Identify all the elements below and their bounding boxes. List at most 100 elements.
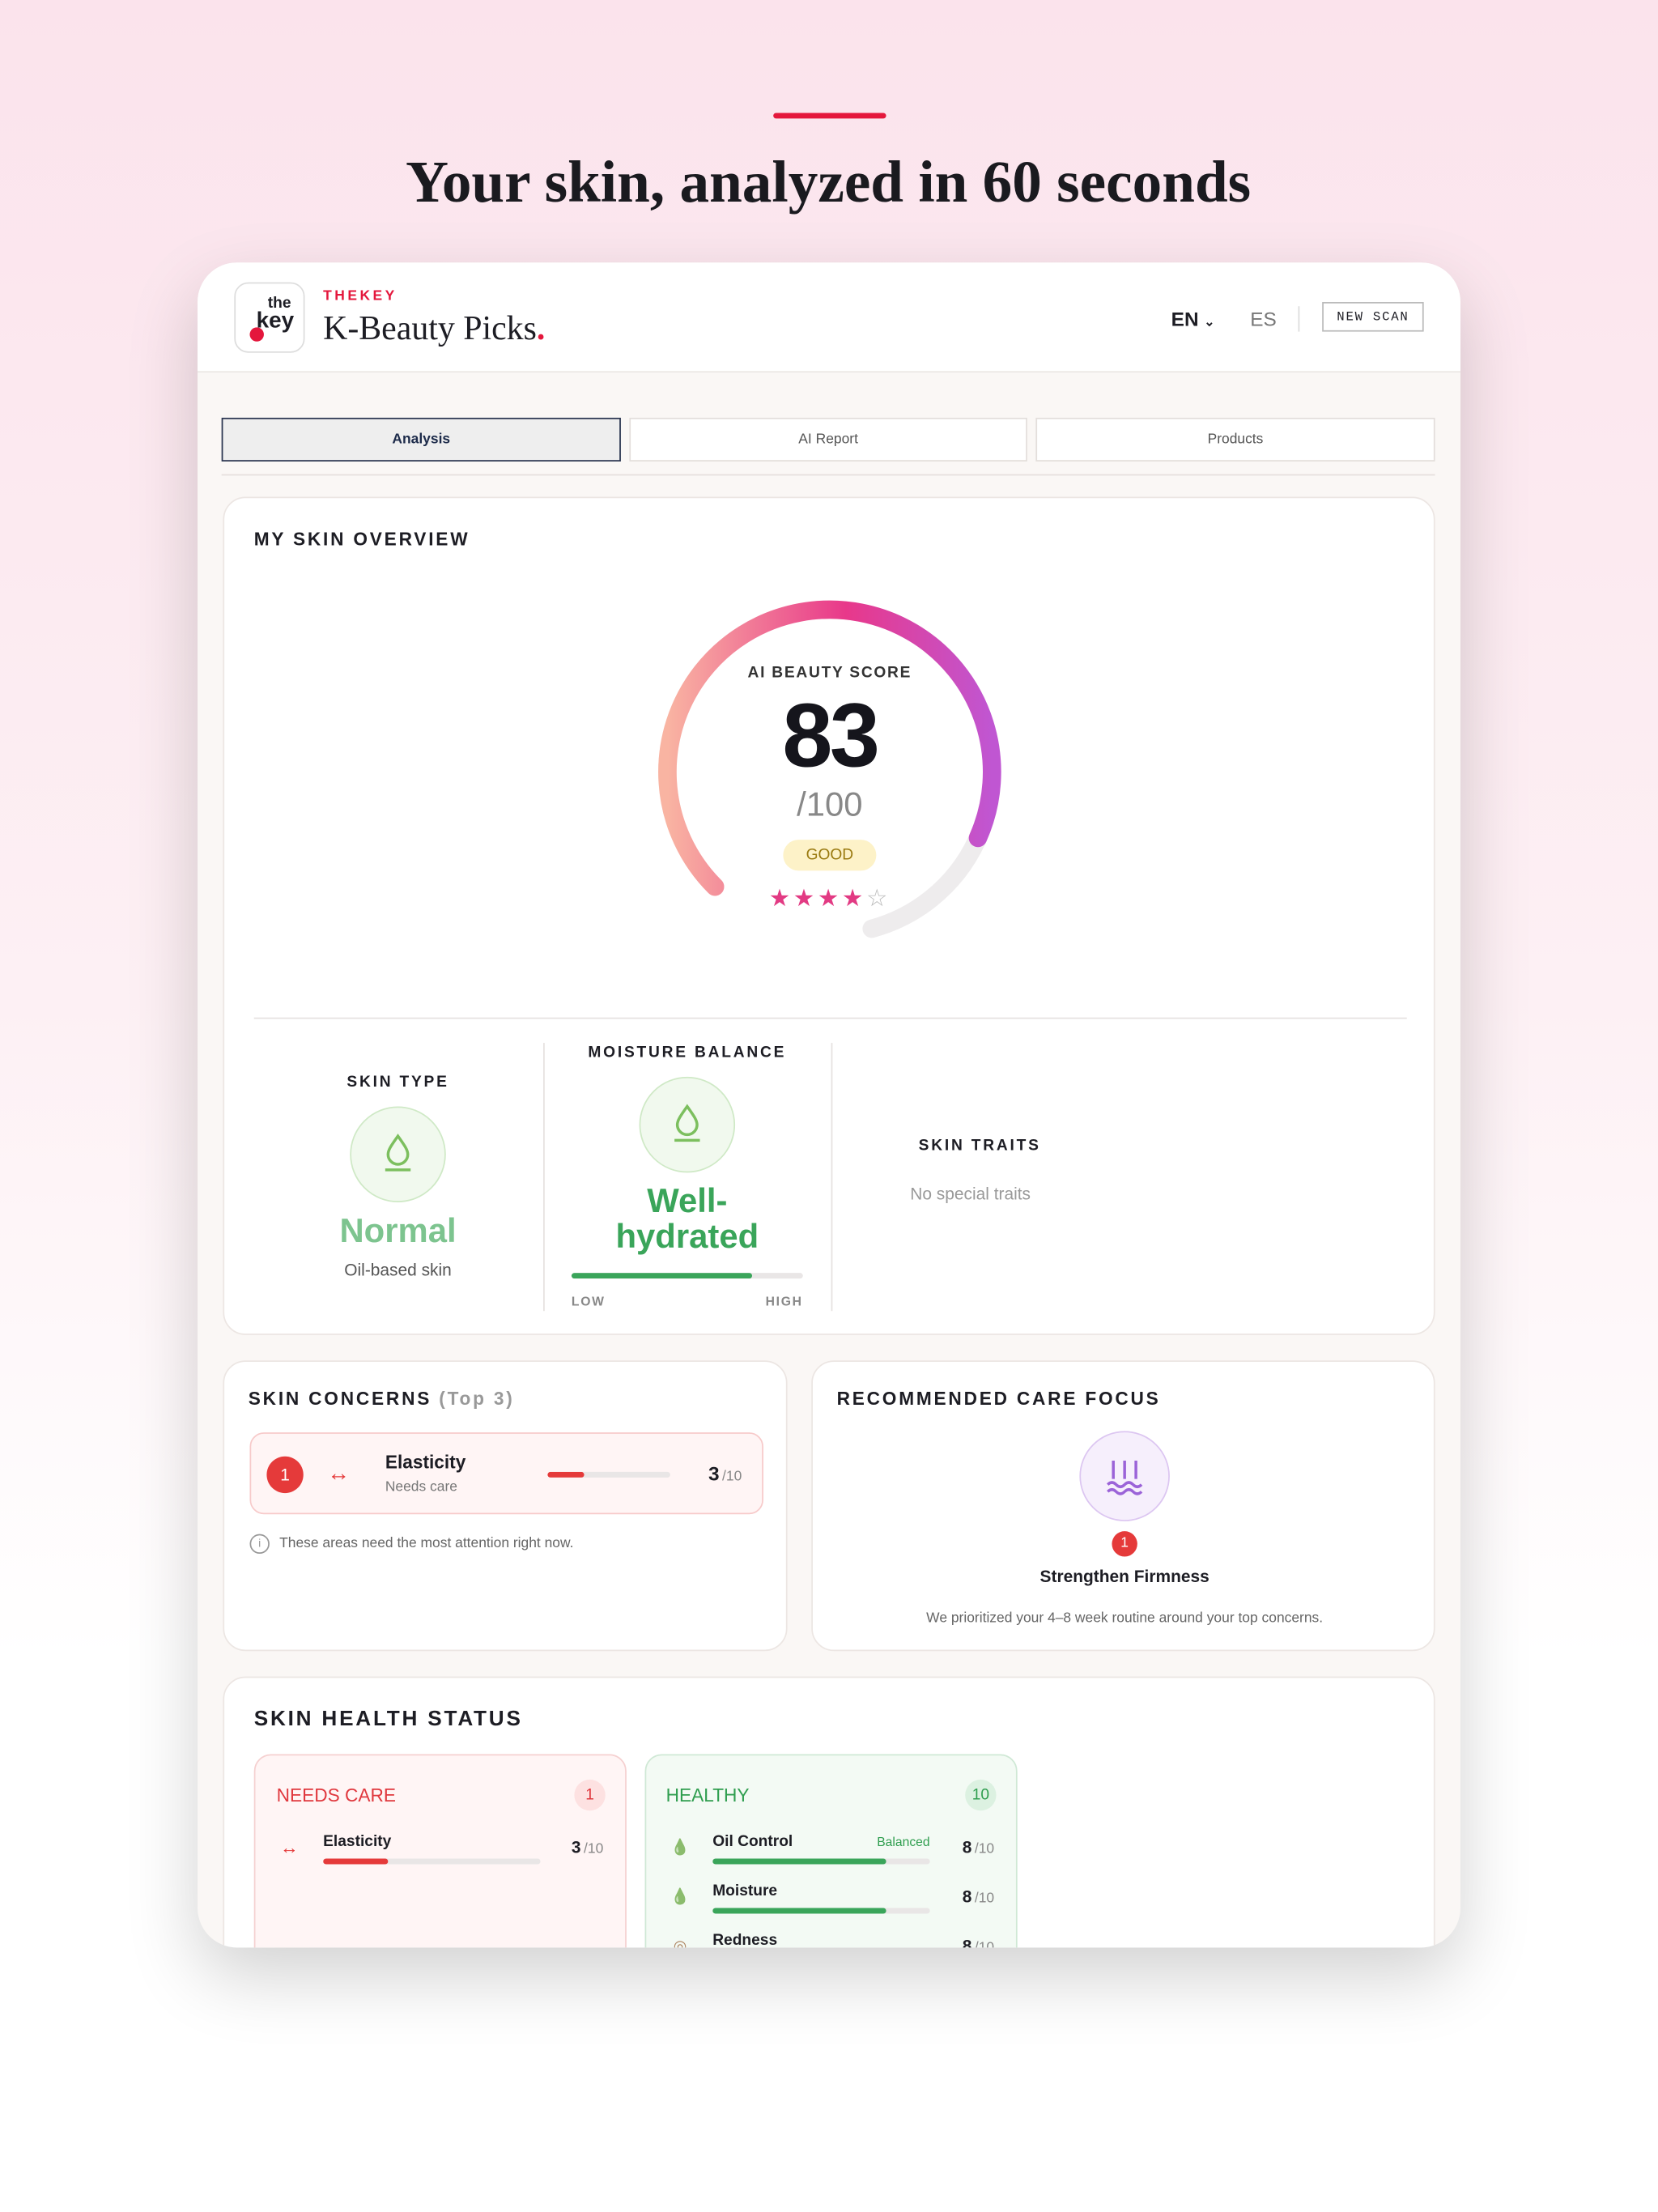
divider	[831, 1043, 833, 1312]
divider	[221, 474, 1435, 476]
score-value: 8	[962, 1837, 972, 1857]
concern-status: Needs care	[385, 1479, 457, 1495]
divider	[253, 1017, 1407, 1019]
tab[interactable]: Products	[1035, 417, 1435, 462]
score-bar	[547, 1471, 585, 1478]
healthy-group: HEALTHY 10 💧 Oil Control Balanced 8/10 💧 Mois…	[644, 1754, 1018, 1948]
item-score: 8/10	[963, 1933, 994, 1947]
concern-name: Elasticity	[385, 1451, 466, 1473]
item-icon: ◎	[673, 1938, 687, 1948]
drop-icon	[350, 1106, 446, 1203]
card-title: SKIN HEALTH STATUS	[253, 1707, 523, 1731]
item-icon: 💧	[670, 1839, 691, 1857]
group-count: 10	[965, 1779, 997, 1811]
traits: No special traits	[910, 1184, 1031, 1204]
item-score: 8/10	[963, 1884, 994, 1909]
item-icon: 💧	[670, 1888, 691, 1906]
item-name: Oil Control	[712, 1833, 793, 1851]
info-icon: i	[249, 1534, 270, 1555]
item-name: Elasticity	[323, 1833, 392, 1851]
score-track	[712, 1908, 930, 1914]
score-max: /10	[975, 1941, 994, 1948]
accent-line	[773, 113, 886, 119]
item-name: Redness	[712, 1932, 778, 1948]
item-name: Moisture	[712, 1882, 778, 1900]
star: ★	[841, 884, 866, 912]
score-max: /10	[722, 1469, 742, 1485]
score-bar	[712, 1858, 886, 1865]
drop-icon	[639, 1076, 736, 1173]
skin-type-note: Oil-based skin	[344, 1260, 452, 1280]
app-name: K-Beauty Picks.	[323, 311, 545, 349]
card-title: RECOMMENDED CARE FOCUS	[836, 1388, 1161, 1410]
concerns-card: SKIN CONCERNS (Top 3) 1 ↔ Elasticity Nee…	[223, 1360, 788, 1652]
app-name-mark: .	[536, 311, 546, 348]
app-header: the key THEKEY K-Beauty Picks. EN ⌄ ES N…	[198, 262, 1460, 373]
group-name: HEALTHY	[665, 1784, 750, 1806]
star: ★	[817, 884, 842, 912]
group-name: NEEDS CARE	[276, 1784, 396, 1806]
group-count: 1	[574, 1779, 606, 1811]
score-max: /10	[584, 1841, 604, 1857]
overview-card: MY SKIN OVERVIEW AI BEAUTY SCORE 83 /100…	[223, 496, 1435, 1335]
needs-care-group: NEEDS CARE 1 ↔ Elasticity 3/10	[253, 1754, 627, 1948]
divider	[543, 1043, 545, 1312]
device: the key THEKEY K-Beauty Picks. EN ⌄ ES N…	[198, 262, 1460, 1948]
new-scan-button[interactable]: NEW SCAN	[1322, 301, 1424, 332]
score-bar	[712, 1908, 886, 1914]
icon	[674, 1104, 700, 1142]
score-value: 3	[708, 1461, 720, 1485]
lang-en[interactable]: EN ⌄	[1171, 307, 1215, 330]
logo-text: the	[267, 295, 291, 313]
score-value: 8	[962, 1887, 972, 1907]
score-max: /100	[797, 785, 863, 824]
score-track	[547, 1471, 670, 1478]
scale-label: HIGH	[765, 1294, 803, 1308]
grade-pill: GOOD	[783, 840, 877, 871]
card-title: SKIN CONCERNS (Top 3)	[249, 1388, 515, 1409]
section-title: SKIN TYPE	[346, 1074, 449, 1091]
star: ★	[793, 884, 818, 912]
rank-badge: 1	[1112, 1531, 1137, 1557]
care-note: We prioritized your 4–8 week routine aro…	[926, 1610, 1324, 1627]
card-title: MY SKIN OVERVIEW	[253, 528, 470, 550]
care-name: Strengthen Firmness	[1039, 1566, 1209, 1587]
moisture: Well-hydrated	[615, 1182, 759, 1257]
title-text: SKIN CONCERNS	[248, 1388, 432, 1410]
score-track	[323, 1858, 541, 1865]
score-value: 3	[571, 1837, 581, 1857]
item-tag: Balanced	[877, 1834, 930, 1849]
score-gauge	[658, 600, 1001, 938]
score-max: /10	[974, 1841, 995, 1857]
care-card: RECOMMENDED CARE FOCUS 1 Strengthen Firm…	[811, 1360, 1435, 1652]
item-score: 3/10	[572, 1835, 603, 1860]
star: ☆	[865, 884, 891, 912]
item-score: 8/10	[963, 1835, 994, 1860]
moisture-track	[571, 1273, 803, 1279]
lang-es[interactable]: ES	[1250, 307, 1277, 330]
brand: THEKEY	[323, 288, 397, 304]
icon	[385, 1134, 411, 1172]
score-value: 8	[962, 1936, 972, 1948]
scale-label: LOW	[571, 1294, 606, 1308]
score-track	[712, 1858, 930, 1865]
gauge-value	[658, 600, 1001, 896]
rating: ★★★★☆	[769, 885, 891, 913]
score-max: /10	[974, 1891, 995, 1907]
section-title: SKIN TRAITS	[918, 1137, 1041, 1155]
tab[interactable]: Analysis	[221, 417, 621, 462]
lang-label: EN	[1171, 307, 1199, 330]
headline: Your skin, analyzed in 60 seconds	[406, 151, 1252, 216]
logo-dot	[249, 327, 264, 342]
tab[interactable]: AI Report	[629, 417, 1027, 462]
app-name-text: K-Beauty Picks	[323, 311, 537, 348]
logo: the key	[234, 282, 305, 353]
concerns-note: These areas need the most attention righ…	[279, 1536, 574, 1552]
logo-text: key	[256, 308, 295, 334]
section-title: MOISTURE BALANCE	[588, 1044, 787, 1061]
concern-score: 3/10	[708, 1462, 742, 1487]
firmness-icon	[1079, 1431, 1170, 1521]
skin-type: Normal	[339, 1212, 457, 1251]
